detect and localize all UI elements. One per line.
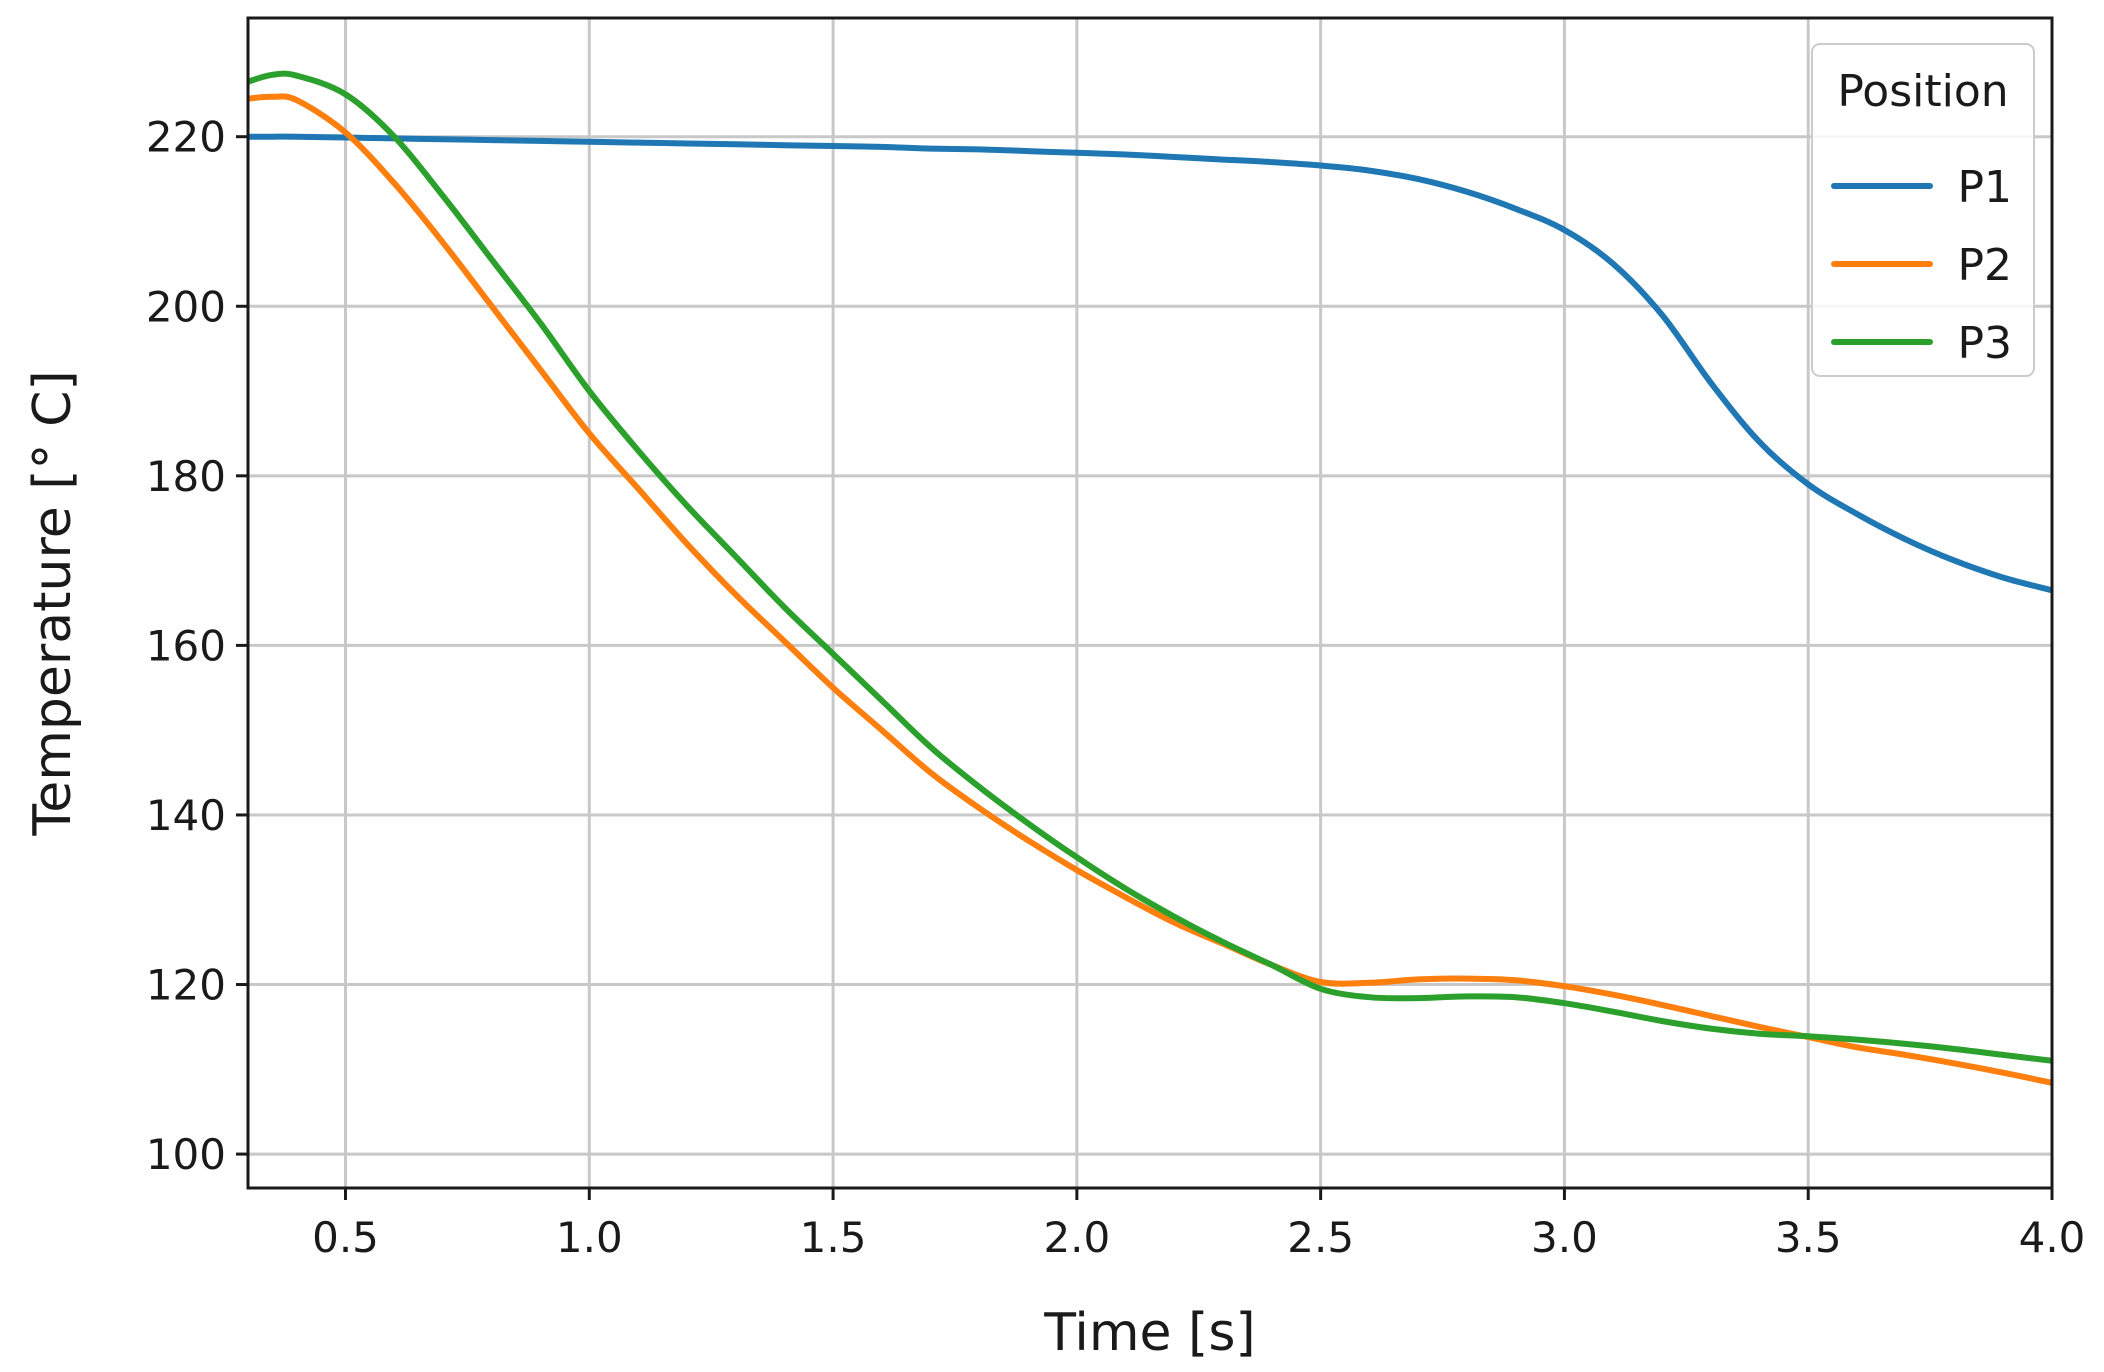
y-axis-ticks: 100 120 140 160 180 200 220 xyxy=(146,113,248,1179)
y-tick-label: 180 xyxy=(146,452,226,501)
x-tick-label: 0.5 xyxy=(312,1213,379,1262)
y-tick-label: 160 xyxy=(146,621,226,670)
plot-frame xyxy=(246,16,2054,1190)
x-axis-label: Time [s] xyxy=(1043,1303,1255,1363)
legend-box xyxy=(1811,43,2035,377)
x-tick-label: 1.5 xyxy=(800,1213,867,1262)
legend-entries: P1 P2 P3 xyxy=(1831,162,2012,369)
y-axis-label: Temperature [° C] xyxy=(23,370,83,836)
y-tick-label: 200 xyxy=(146,282,226,331)
legend-label-p2: P2 xyxy=(1957,240,2012,291)
grid-lines xyxy=(248,18,2054,1188)
x-tick-label: 1.0 xyxy=(556,1213,623,1262)
x-axis-ticks: 0.5 1.0 1.5 2.0 2.5 3.0 3.5 4.0 xyxy=(312,1188,2085,1262)
legend-label-p3: P3 xyxy=(1957,318,2012,369)
y-tick-label: 100 xyxy=(146,1130,226,1179)
x-tick-label: 2.0 xyxy=(1043,1213,1110,1262)
x-tick-label: 4.0 xyxy=(2019,1213,2086,1262)
x-tick-label: 3.5 xyxy=(1775,1213,1842,1262)
series-lines xyxy=(248,70,2052,1086)
y-tick-label: 220 xyxy=(146,113,226,162)
legend-label-p1: P1 xyxy=(1957,162,2012,213)
legend-title: Position xyxy=(1837,66,2008,117)
series-line-p2 xyxy=(248,93,2052,1086)
y-tick-label: 120 xyxy=(146,961,226,1010)
y-tick-label: 140 xyxy=(146,791,226,840)
series-line-p1 xyxy=(248,133,2052,594)
x-tick-label: 2.5 xyxy=(1287,1213,1354,1262)
series-line-p3 xyxy=(248,70,2052,1064)
legend: Position P1 P2 P3 xyxy=(1811,43,2035,377)
x-tick-label: 3.0 xyxy=(1531,1213,1598,1262)
